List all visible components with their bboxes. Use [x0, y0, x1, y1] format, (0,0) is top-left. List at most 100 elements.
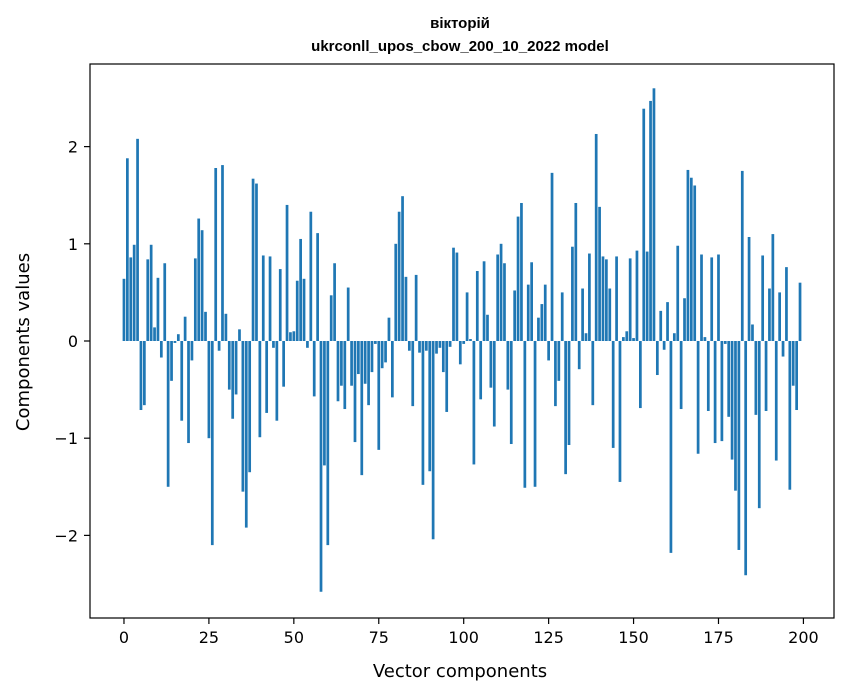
- bar-component-83: [404, 276, 408, 341]
- bar-component-61: [329, 295, 333, 341]
- bar-component-161: [669, 341, 673, 553]
- y-tick-label: 1: [68, 235, 78, 254]
- bar-component-105: [479, 341, 483, 400]
- bar-component-144: [611, 341, 615, 448]
- bar-component-58: [319, 341, 323, 592]
- bar-component-198: [795, 341, 798, 411]
- bar-component-75: [377, 341, 381, 450]
- bar-component-47: [282, 341, 285, 387]
- bar-component-101: [465, 292, 469, 341]
- bar-component-62: [333, 263, 336, 341]
- bar-component-109: [492, 341, 496, 427]
- bar-component-15: [173, 341, 177, 343]
- bar-component-36: [244, 341, 248, 528]
- bar-component-57: [316, 233, 319, 341]
- bar-component-44: [272, 341, 275, 348]
- x-tick-label: 50: [284, 628, 304, 647]
- bar-component-165: [683, 298, 686, 341]
- bar-component-174: [713, 341, 717, 444]
- bar-component-77: [384, 341, 387, 363]
- x-tick-label: 0: [119, 628, 129, 647]
- bar-component-1: [126, 158, 129, 341]
- bar-component-102: [469, 339, 472, 341]
- bar-component-17: [180, 341, 184, 421]
- bar-component-160: [666, 302, 669, 341]
- bar-component-26: [210, 341, 214, 546]
- x-tick-label: 125: [533, 628, 564, 647]
- bar-component-175: [717, 254, 720, 341]
- bar-component-65: [343, 341, 347, 410]
- bar-component-55: [309, 211, 313, 341]
- bar-component-39: [255, 183, 258, 341]
- bar-component-138: [591, 341, 595, 406]
- bar-component-18: [183, 316, 187, 341]
- bar-component-192: [774, 341, 778, 461]
- bar-component-199: [798, 282, 802, 341]
- bar-component-81: [397, 211, 401, 341]
- x-axis-label: Vector components: [373, 661, 547, 682]
- bar-component-67: [350, 341, 353, 386]
- bar-component-6: [143, 341, 146, 406]
- bar-component-170: [700, 254, 703, 341]
- bar-component-0: [122, 278, 126, 341]
- bar-component-141: [601, 256, 605, 341]
- bar-component-159: [662, 341, 666, 350]
- bar-component-166: [686, 169, 690, 341]
- bar-component-183: [744, 341, 748, 576]
- bar-component-25: [207, 341, 211, 439]
- y-axis-label: Components values: [13, 253, 34, 431]
- bar-component-11: [159, 341, 163, 358]
- bar-component-69: [357, 341, 360, 375]
- bar-component-21: [193, 258, 197, 341]
- bar-series: [122, 88, 802, 592]
- bar-component-27: [214, 168, 218, 341]
- bar-component-73: [370, 341, 374, 373]
- bar-component-153: [642, 108, 646, 342]
- bar-component-169: [696, 341, 700, 454]
- bar-component-32: [231, 341, 235, 419]
- bar-component-28: [217, 341, 221, 351]
- bar-component-103: [472, 341, 476, 465]
- bar-component-50: [292, 331, 296, 341]
- bar-component-129: [560, 292, 564, 341]
- bar-component-87: [418, 341, 421, 353]
- bar-component-106: [482, 261, 486, 341]
- bar-component-82: [401, 196, 404, 341]
- x-tick-label: 150: [618, 628, 649, 647]
- bar-component-99: [458, 341, 462, 365]
- bar-component-157: [655, 341, 659, 376]
- bar-component-79: [391, 341, 394, 398]
- bar-component-34: [238, 329, 241, 341]
- chart-title: вікторій: [430, 15, 490, 32]
- bar-component-97: [452, 247, 455, 341]
- bar-component-155: [649, 100, 652, 342]
- bar-component-156: [652, 88, 656, 341]
- bar-component-74: [374, 341, 377, 344]
- bar-component-154: [645, 251, 649, 341]
- bar-component-9: [153, 327, 156, 341]
- bar-component-40: [258, 341, 262, 438]
- bar-component-80: [394, 243, 398, 341]
- bar-component-178: [727, 341, 731, 417]
- bar-component-152: [639, 341, 642, 409]
- bar-component-52: [299, 238, 302, 341]
- bar-component-126: [550, 172, 554, 341]
- bar-component-131: [567, 341, 571, 445]
- bar-component-197: [791, 341, 795, 386]
- bar-component-113: [506, 341, 510, 390]
- bar-component-60: [326, 341, 330, 546]
- bar-component-23: [200, 230, 204, 341]
- bar-component-176: [720, 341, 724, 442]
- bar-component-91: [431, 341, 435, 540]
- bar-component-100: [462, 341, 466, 344]
- bar-component-121: [533, 341, 537, 487]
- bar-component-181: [737, 341, 741, 550]
- bar-component-124: [543, 284, 547, 341]
- bar-component-111: [499, 243, 503, 341]
- bar-component-2: [129, 257, 133, 341]
- bar-component-30: [224, 313, 228, 341]
- bar-component-182: [740, 170, 744, 341]
- bar-component-146: [618, 341, 622, 482]
- bar-component-195: [785, 267, 788, 341]
